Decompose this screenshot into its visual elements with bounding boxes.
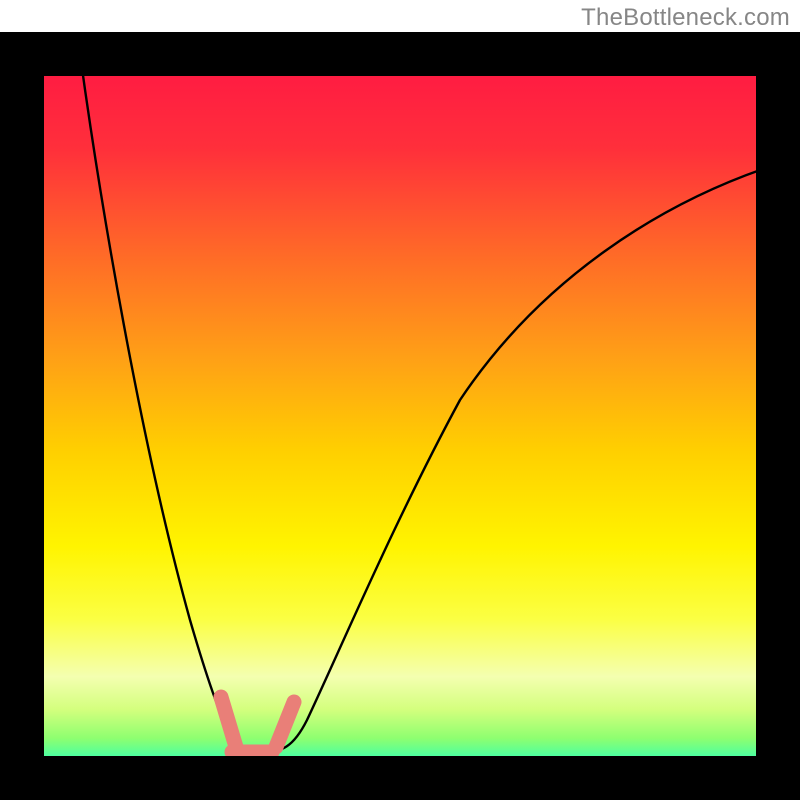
chart-svg [0, 0, 800, 800]
chart-container: TheBottleneck.com [0, 0, 800, 800]
watermark-text: TheBottleneck.com [581, 4, 790, 32]
chart-background [22, 54, 778, 778]
